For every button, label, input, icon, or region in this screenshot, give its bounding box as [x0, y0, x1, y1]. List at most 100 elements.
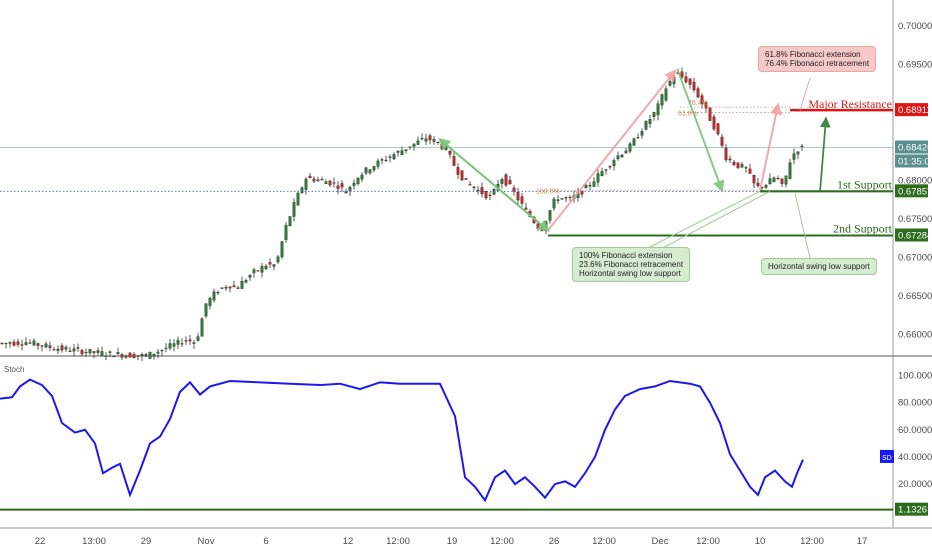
countdown-badge-text: 01:35:05	[898, 156, 932, 167]
candle-body	[724, 147, 728, 161]
candle-body	[540, 227, 544, 231]
candle-body	[308, 175, 312, 179]
candle-body	[768, 178, 772, 185]
candle-body	[716, 123, 720, 135]
candle-body	[488, 194, 492, 196]
candle-body	[436, 141, 440, 143]
candle-body	[420, 137, 424, 140]
candle-body	[216, 292, 220, 294]
abc-arrow-e	[759, 102, 782, 191]
candle-body	[236, 287, 240, 289]
candle-body	[232, 285, 236, 288]
candle-body	[196, 336, 200, 341]
candle-body	[792, 153, 796, 160]
candle-body	[684, 76, 688, 83]
candle-body	[380, 159, 384, 161]
candle-body	[240, 281, 244, 289]
candle-body	[616, 155, 620, 160]
candle-body	[564, 197, 568, 199]
candle-body	[604, 169, 608, 171]
price-tick-label: 0.70000	[898, 21, 932, 32]
candle-body	[8, 342, 12, 344]
stoch-line	[0, 378, 804, 503]
candle-body	[316, 179, 320, 182]
candle-body	[668, 81, 672, 86]
candle-body	[168, 343, 172, 349]
candle-body	[552, 198, 556, 209]
candle-body	[344, 191, 348, 194]
candle-body	[136, 355, 140, 357]
candle-body	[776, 178, 780, 180]
candle-body	[208, 297, 212, 306]
candle-body	[140, 354, 144, 357]
candle-body	[48, 345, 52, 348]
time-tick-label: 6	[263, 536, 268, 547]
candle-body	[96, 350, 100, 353]
candle-body	[184, 340, 188, 342]
first-support-label: 1st Support	[837, 177, 893, 191]
candle-body	[516, 192, 520, 201]
candle-body	[44, 343, 48, 348]
candle-body	[20, 344, 24, 346]
candle-body	[376, 160, 380, 167]
candle-body	[324, 181, 328, 184]
stoch-tick-label: 20.0000	[898, 479, 932, 490]
stoch-marker-text: SD	[882, 455, 892, 462]
candle-body	[384, 159, 388, 161]
price-tick-label: 0.68000	[898, 175, 932, 186]
candle-body	[612, 160, 616, 166]
fib-extension-note-mid: 100% Fibonacci extension 23.6% Fibonacci…	[572, 247, 691, 282]
candle-body	[444, 146, 448, 150]
candle-body	[60, 345, 64, 351]
candle-body	[296, 192, 300, 206]
candle-body	[512, 187, 516, 192]
candle-body	[32, 340, 36, 346]
candle-body	[100, 351, 104, 356]
price-tick-label: 0.67500	[898, 214, 932, 225]
candle-body	[700, 95, 704, 104]
candle-body	[704, 101, 708, 109]
candle-body	[560, 198, 564, 200]
current-price-badge-text: 0.68426	[898, 142, 932, 153]
candle-body	[608, 166, 612, 168]
candle-body	[568, 196, 572, 199]
stoch-tick-label: 80.0000	[898, 398, 932, 409]
stoch-marker	[880, 449, 894, 463]
candle-body	[224, 287, 228, 289]
candle-body	[256, 270, 260, 272]
candle-body	[536, 223, 540, 229]
candle-body	[428, 135, 432, 141]
time-tick-label: 10	[755, 536, 766, 547]
candle-body	[620, 154, 624, 158]
candle-body	[220, 287, 224, 289]
time-tick-label: 12:00	[386, 536, 410, 547]
candle-body	[484, 191, 488, 199]
candle-body	[260, 266, 264, 273]
candle-body	[172, 343, 176, 347]
candle-body	[388, 156, 392, 158]
candle-body	[104, 355, 108, 357]
fib-extension-note-top: 61.8% Fibonacci extension 76.4% Fibonacc…	[758, 46, 877, 72]
candle-body	[368, 169, 372, 174]
time-tick-label: 17	[857, 536, 868, 547]
candle-body	[288, 216, 292, 226]
time-tick-label: 29	[141, 536, 152, 547]
candle-body	[320, 179, 324, 181]
time-tick-label: 12	[343, 536, 354, 547]
candle-body	[648, 119, 652, 124]
candle-body	[160, 349, 164, 352]
candle-body	[72, 348, 76, 352]
candle-body	[156, 351, 160, 354]
candle-body	[732, 161, 736, 166]
candle-body	[364, 167, 368, 174]
fib-100-label: 100.0%	[536, 188, 560, 195]
candle-body	[204, 303, 208, 317]
price-tick-label: 0.66000	[898, 329, 932, 340]
candle-body	[108, 351, 112, 353]
first-support-badge-text: 0.67857	[898, 186, 932, 197]
candle-body	[276, 256, 280, 263]
second-support-badge-text: 0.67284	[898, 230, 932, 241]
candle-body	[300, 187, 304, 193]
